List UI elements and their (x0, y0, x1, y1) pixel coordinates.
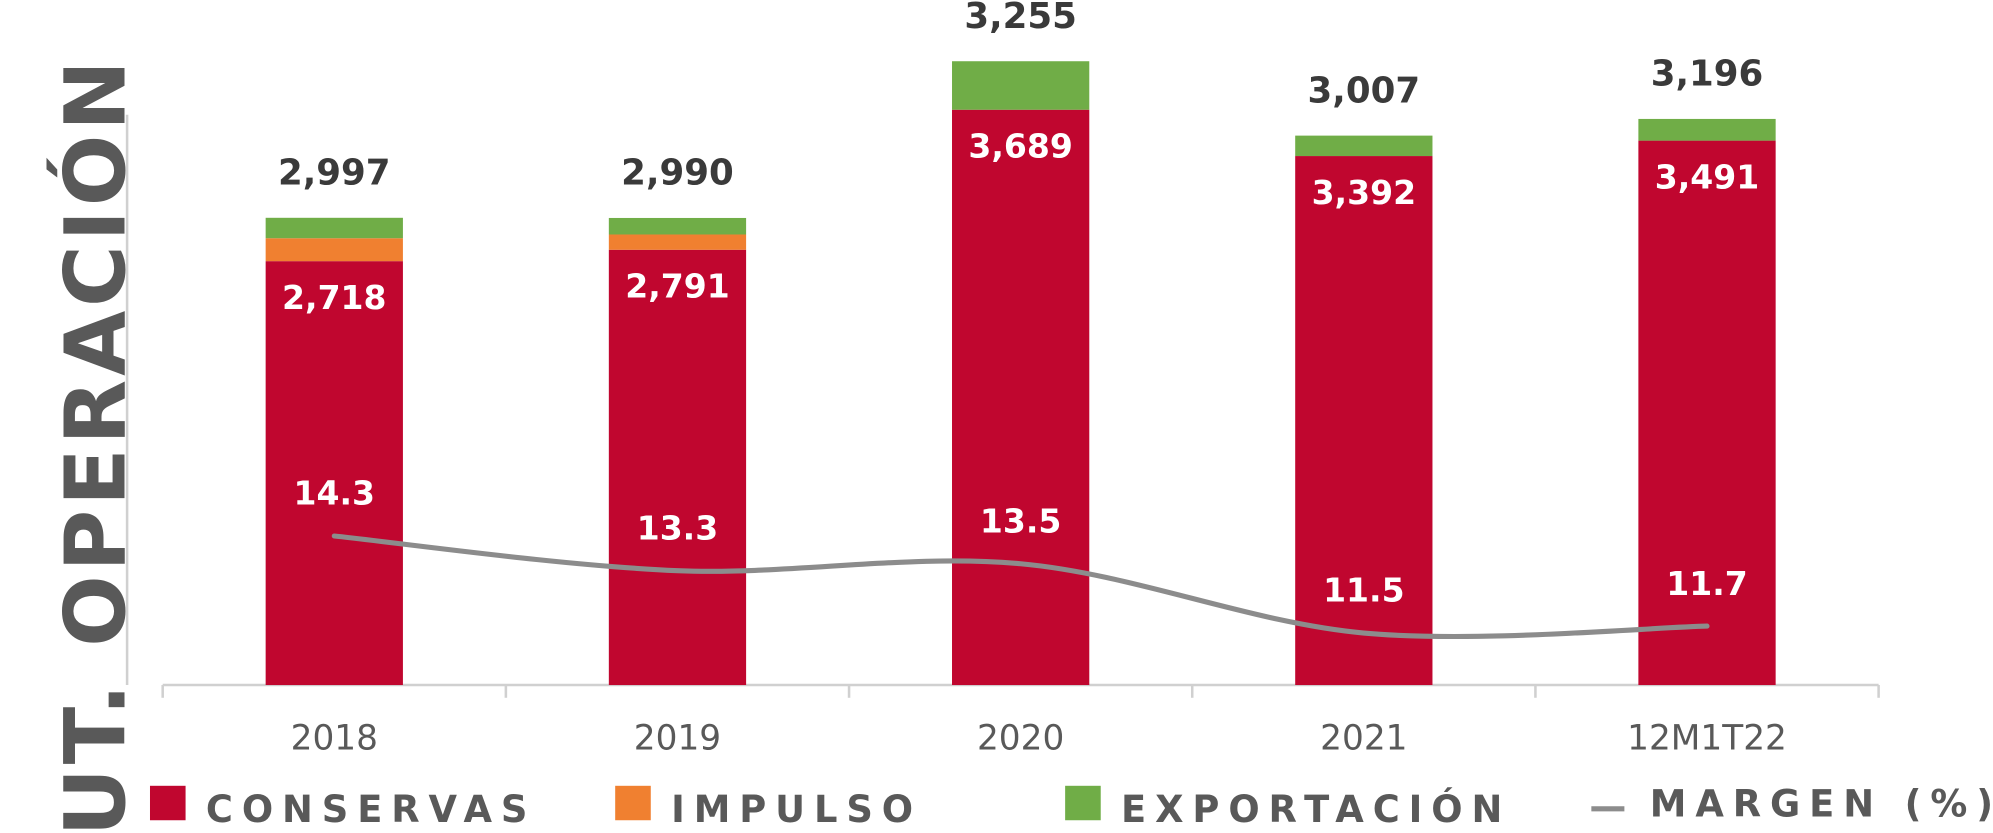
legend-swatch (615, 785, 651, 821)
total-label: 3,007 (1308, 70, 1421, 111)
bar-segment (265, 238, 403, 262)
data-label: 2,718 (282, 278, 386, 317)
total-label: 2,997 (278, 152, 391, 193)
legend-label: EXPORTACIÓN (1121, 787, 1511, 831)
legend-swatch (1065, 785, 1101, 821)
legend-label: MARGEN (%) (1650, 783, 1993, 826)
line-label: 11.5 (1323, 571, 1405, 610)
line-label: 11.7 (1666, 564, 1748, 603)
data-label: 3,689 (968, 126, 1072, 165)
x-tick-label: 2019 (634, 718, 721, 758)
line-label: 13.5 (980, 501, 1062, 540)
total-label: 3,255 (964, 0, 1077, 37)
margin-line (331, 533, 1710, 640)
x-tick-label: 2021 (1320, 718, 1407, 758)
bar-segment (608, 234, 747, 250)
total-label: 3,196 (1651, 54, 1764, 95)
bar-segment (952, 109, 1090, 686)
bar-segment (1295, 156, 1433, 686)
bar-segment (1295, 135, 1433, 157)
line-label: 14.3 (294, 474, 376, 513)
data-label: 3,392 (1312, 173, 1416, 212)
bar-segment (1638, 140, 1776, 686)
x-tick-label: 2020 (977, 718, 1064, 758)
bar-segment (608, 217, 747, 235)
legend-label: CONSERVAS (206, 788, 536, 831)
legend-label: IMPULSO (671, 788, 922, 831)
total-label: 2,990 (621, 153, 734, 194)
data-label: 3,491 (1655, 157, 1759, 196)
line-label: 13.3 (637, 508, 719, 547)
bar-segment (265, 217, 403, 239)
x-tick-label: 12M1T22 (1627, 718, 1787, 758)
y-axis-title: UT. OPERACIÓN (47, 57, 145, 833)
bar-segment (1638, 118, 1776, 141)
data-label: 2,791 (625, 267, 729, 306)
bar-segment (265, 261, 403, 686)
x-tick-label: 2018 (291, 718, 378, 758)
bar-segment (608, 249, 747, 686)
legend-swatch (149, 785, 186, 821)
bar-segment (952, 61, 1090, 110)
